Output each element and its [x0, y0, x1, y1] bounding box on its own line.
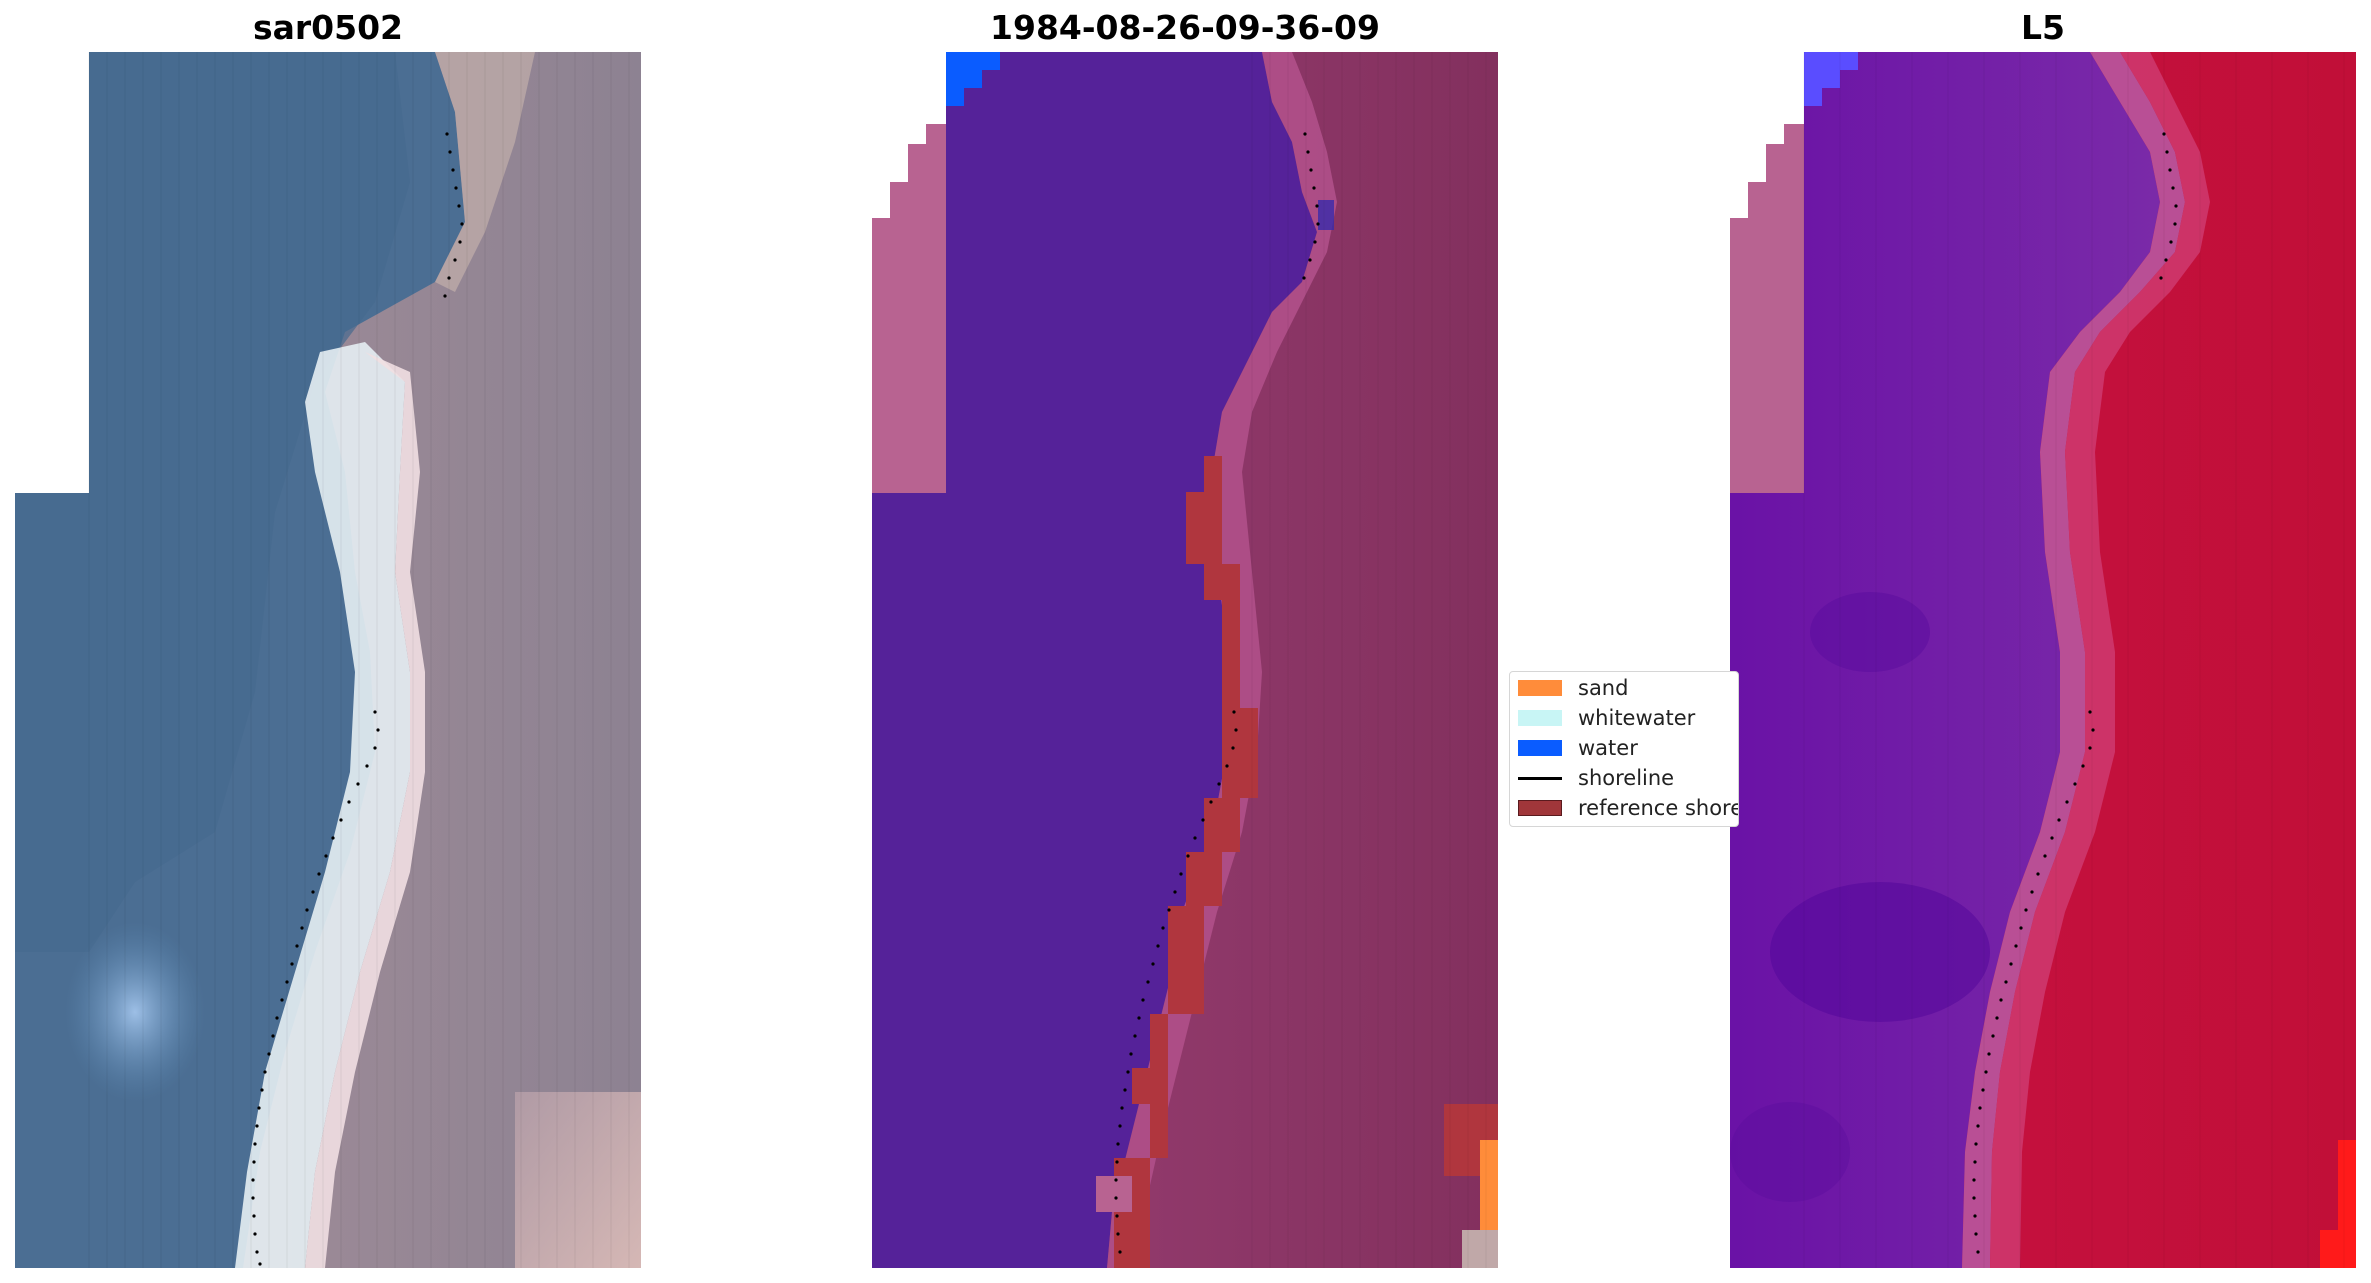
legend-item-shoreline: shoreline: [1510, 762, 1738, 792]
legend-item-sand: sand: [1510, 672, 1738, 702]
panel-title-index: L5: [2021, 8, 2065, 47]
legend-label: water: [1578, 736, 1638, 760]
rgb-image: [15, 52, 641, 1268]
index-image-panel: [1730, 52, 2356, 1268]
shoreline-dots: [1114, 132, 1320, 1254]
legend: sand whitewater water shoreline referenc…: [1509, 671, 1739, 827]
rgb-image-panel: [15, 52, 641, 1268]
classified-image: [872, 52, 1498, 1268]
index-image: [1730, 52, 2356, 1268]
legend-item-whitewater: whitewater: [1510, 702, 1738, 732]
legend-item-reference-shoreline: reference shoreline: [1510, 792, 1738, 822]
water-swatch: [1518, 740, 1562, 756]
legend-label: shoreline: [1578, 766, 1675, 790]
legend-label: reference shoreline: [1578, 796, 1738, 820]
legend-label: sand: [1578, 676, 1629, 700]
reference-shoreline-swatch: [1518, 800, 1562, 816]
shoreline-dots: [1972, 132, 2178, 1254]
reference-shoreline-blocks: [1114, 456, 1498, 1268]
legend-label: whitewater: [1578, 706, 1696, 730]
panel-title-classified: 1984-08-26-09-36-09: [990, 8, 1380, 47]
shoreline-dots: [251, 132, 464, 1266]
whitewater-swatch: [1518, 710, 1562, 726]
panel-title-rgb: sar0502: [252, 8, 404, 47]
shoreline-line-swatch: [1518, 777, 1562, 780]
classified-image-panel: [872, 52, 1498, 1268]
legend-item-water: water: [1510, 732, 1738, 762]
sand-swatch: [1518, 680, 1562, 696]
